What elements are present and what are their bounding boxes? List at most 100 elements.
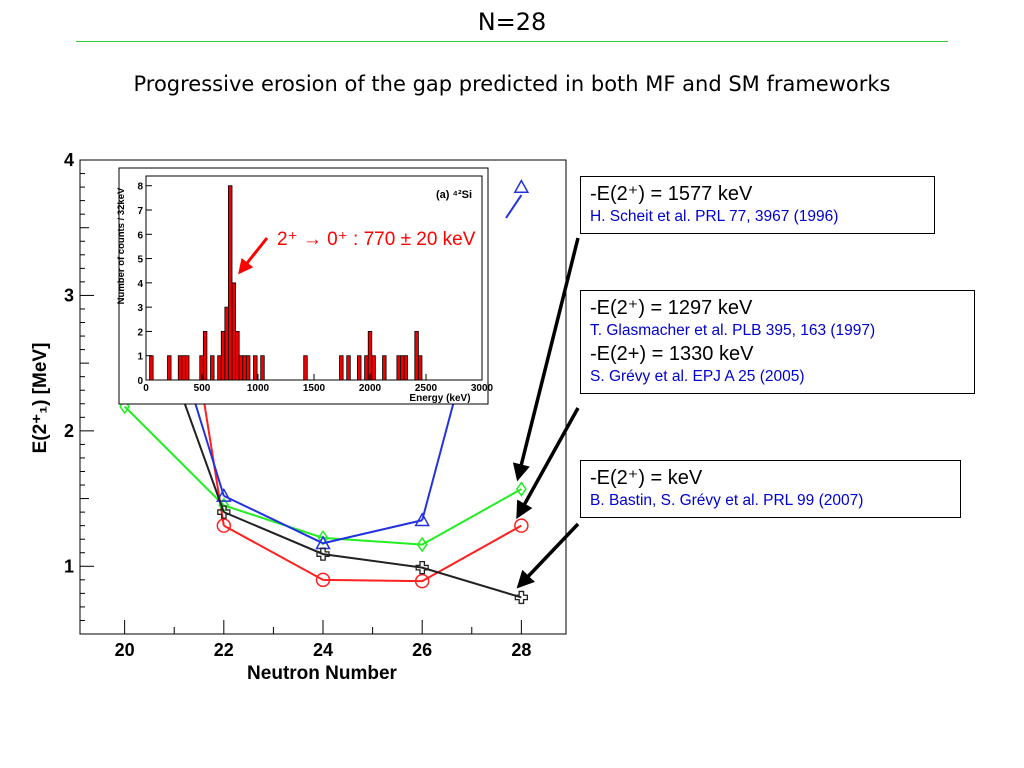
series-line-black-rise (181, 395, 225, 513)
y-tick-label: 1 (64, 556, 74, 576)
data-point-diamond (416, 536, 428, 553)
inset-y-tick-label: 6 (137, 230, 143, 241)
histogram-bar (242, 355, 247, 381)
data-point-circle (315, 572, 331, 588)
reference-citation-2: S. Grévy et al. EPJ A 25 (2005) (590, 368, 805, 385)
histogram-bar (357, 355, 362, 381)
reference-box-3: -E(2⁺) = keV B. Bastin, S. Grévy et al. … (580, 460, 961, 518)
series-line-blue-up (421, 385, 459, 521)
x-tick-label: 26 (412, 640, 432, 660)
data-point-cross (415, 560, 429, 575)
data-point-triangle (216, 487, 232, 502)
inset-x-tick-label: 0 (143, 383, 149, 394)
data-point-circle (514, 518, 529, 533)
histogram-bar (346, 355, 351, 381)
data-point-triangle (414, 512, 430, 527)
histogram-bar (303, 355, 308, 381)
histogram-bar (181, 355, 186, 381)
histogram-bar (228, 185, 233, 381)
histogram-bar (396, 355, 401, 381)
histogram-bar (245, 355, 251, 381)
inset-x-tick-label: 2500 (415, 383, 438, 394)
series-line-red (223, 524, 522, 583)
y-tick-label: 4 (64, 150, 74, 170)
histogram-bar (202, 331, 208, 381)
inset-y-tick-label: 0 (137, 376, 143, 387)
data-point-cross (316, 547, 330, 561)
series-line-blue-top (505, 194, 523, 219)
inset-x-tick-label: 3000 (471, 383, 494, 394)
x-tick-label: 20 (115, 640, 135, 660)
reference-value: -E(2⁺) = keV (590, 467, 703, 489)
series-line-blue (223, 494, 423, 545)
data-point-circle (414, 573, 430, 589)
histogram-bar (231, 282, 237, 381)
inset-y-tick-label: 7 (137, 206, 143, 217)
histogram-bar (364, 355, 369, 381)
data-point-cross (217, 505, 231, 519)
inset-y-tick-label: 1 (137, 352, 143, 363)
histogram-bar (238, 355, 244, 381)
reference-citation: T. Glasmacher et al. PLB 395, 163 (1997) (590, 322, 876, 339)
reference-citation: B. Bastin, S. Grévy et al. PRL 99 (2007) (590, 492, 864, 509)
inset-x-axis-label: Energy (keV) (409, 393, 470, 404)
y-tick-label: 3 (64, 285, 74, 305)
reference-value: -E(2⁺) = 1297 keV (590, 297, 753, 319)
inset-y-tick-label: 8 (137, 182, 143, 193)
reference-box-1: -E(2⁺) = 1577 keV H. Scheit et al. PRL 7… (580, 176, 935, 234)
histogram-bar (253, 355, 258, 381)
x-tick-label: 22 (214, 640, 234, 660)
histogram-bar (167, 355, 172, 381)
data-point-diamond (515, 481, 527, 497)
data-point-diamond (317, 530, 329, 546)
histogram-bar (367, 331, 373, 381)
data-point-cross (514, 590, 529, 605)
inset-x-tick-label: 1000 (247, 383, 270, 394)
series-line-black (223, 511, 522, 599)
x-tick-label: 24 (313, 640, 333, 660)
histogram-bar (339, 355, 344, 381)
histogram-bar (224, 306, 229, 381)
inset-y-tick-label: 2 (137, 327, 143, 338)
arrow-ref1 (512, 237, 580, 482)
reference-box-2: -E(2⁺) = 1297 keV T. Glasmacher et al. P… (580, 290, 975, 394)
arrow-ref2 (516, 407, 580, 520)
inset-y-tick-label: 3 (137, 303, 143, 314)
title-divider (76, 41, 948, 42)
inset-y-tick-label: 4 (137, 279, 143, 290)
inset-y-tick-label: 5 (137, 255, 143, 266)
x-tick-label: 28 (511, 640, 531, 660)
histogram-bar (260, 355, 265, 381)
inset-x-tick-label: 2000 (359, 383, 382, 394)
histogram-bar (220, 331, 226, 381)
y-tick-label: 2 (64, 421, 74, 441)
data-point-triangle (513, 179, 530, 194)
histogram-bar (417, 355, 423, 381)
histogram-bar (403, 355, 409, 381)
reference-value: -E(2⁺) = 1577 keV (590, 183, 753, 205)
y-axis-label: E(2⁺₁) [MeV] (30, 343, 51, 454)
inset-peak-arrow (238, 237, 269, 275)
x-axis-label: Neutron Number (247, 663, 398, 684)
arrow-ref3 (516, 522, 580, 589)
histogram-bar (177, 355, 183, 381)
histogram-bar (185, 355, 190, 381)
histogram-bar (382, 355, 387, 381)
inset-x-tick-label: 1500 (303, 383, 326, 394)
histogram-bar (235, 331, 240, 381)
inset-x-tick-label: 500 (194, 383, 211, 394)
histogram-bar (217, 355, 222, 381)
histogram-bar (371, 355, 376, 381)
slide-subtitle: Progressive erosion of the gap predicted… (133, 72, 891, 96)
inset-title: (a) ⁴²Si (436, 189, 472, 201)
inset-y-axis-label: Number of counts / 32keV (116, 187, 127, 304)
reference-value-2: -E(2+) = 1330 keV (590, 343, 754, 365)
histogram-bar (414, 331, 419, 381)
histogram-bar (149, 355, 154, 381)
reference-citation: H. Scheit et al. PRL 77, 3967 (1996) (590, 208, 839, 225)
inset-annotation: 2⁺ → 0⁺ : 770 ± 20 keV (277, 229, 476, 250)
series-line-blue-rise (192, 395, 225, 497)
histogram-bar (400, 355, 405, 381)
data-point-circle (216, 518, 232, 533)
